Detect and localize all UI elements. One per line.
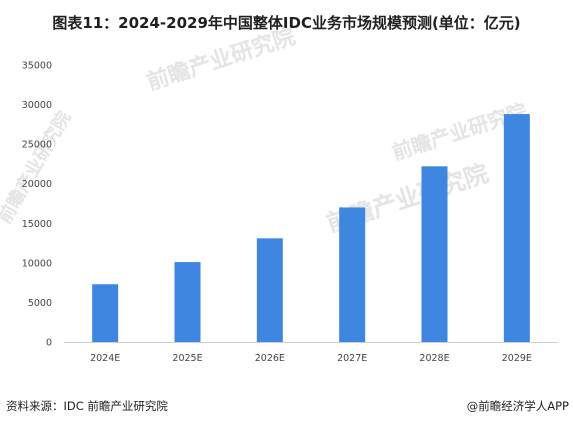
y-axis: 0 5000 10000 15000 20000 25000 30000 35000: [22, 61, 52, 349]
y-tick-label: 25000: [22, 140, 52, 151]
x-tick-label: 2025E: [172, 353, 202, 364]
x-tick-label: 2024E: [90, 353, 120, 364]
y-tick-label: 15000: [22, 219, 52, 230]
y-tick-label: 10000: [22, 258, 52, 269]
y-tick-label: 0: [46, 338, 52, 349]
y-tick-label: 5000: [28, 298, 52, 309]
watermark-text: 前瞻产业研究院: [144, 23, 299, 95]
x-axis: 2024E 2025E 2026E 2027E 2028E 2029E: [90, 353, 532, 364]
bar-2028E: [421, 166, 448, 342]
x-tick-label: 2027E: [337, 353, 367, 364]
bar-2026E: [256, 238, 283, 342]
y-tick-label: 30000: [22, 100, 52, 111]
x-tick-label: 2029E: [502, 353, 532, 364]
bar-2027E: [339, 207, 366, 342]
source-note: 资料来源：IDC 前瞻产业研究院: [6, 399, 168, 413]
bar-2024E: [92, 284, 119, 342]
bar-2029E: [503, 114, 530, 342]
watermark-text: 前瞻产业研究院: [0, 107, 75, 227]
bar-2025E: [174, 262, 201, 342]
y-tick-label: 35000: [22, 61, 52, 72]
bar-series: [92, 114, 530, 342]
brand-credit: @前瞻经济学人APP: [466, 399, 569, 413]
y-tick-label: 20000: [22, 179, 52, 190]
chart-title: 图表11：2024-2029年中国整体IDC业务市场规模预测(单位：亿元): [52, 14, 521, 32]
x-tick-label: 2028E: [419, 353, 449, 364]
x-tick-label: 2026E: [255, 353, 285, 364]
